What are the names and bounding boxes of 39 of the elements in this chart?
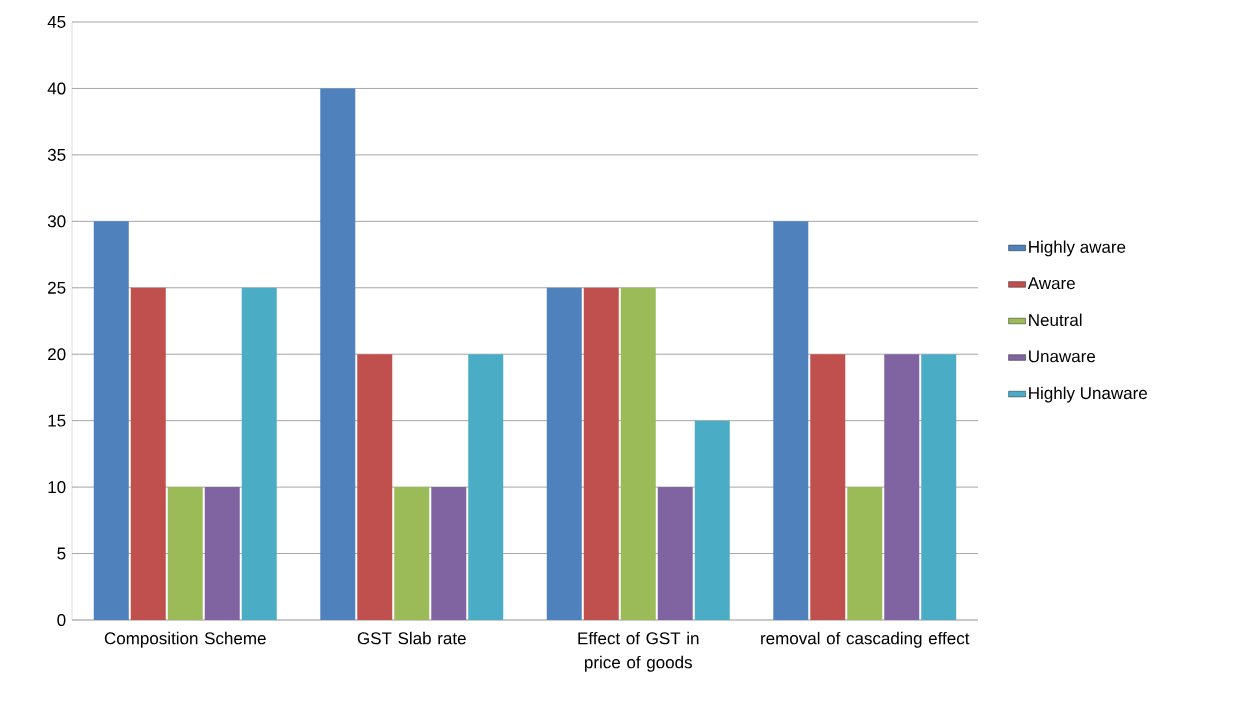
x-tick-label: GST Slab rate (357, 631, 466, 645)
bar (546, 287, 582, 620)
y-tick-label: 10 (48, 481, 66, 494)
y-tick-label: 40 (47, 82, 66, 95)
bar (810, 354, 846, 620)
y-tick-label: 35 (47, 148, 66, 161)
y-tick-label: 20 (48, 348, 66, 361)
x-tick-label: removal of cascading effect (761, 631, 970, 648)
bar (694, 420, 730, 620)
bar (884, 354, 920, 620)
x-tick-label: Effect of GST in price of goods (578, 631, 699, 672)
bar (431, 487, 467, 620)
bar (657, 487, 693, 620)
bar (167, 487, 203, 620)
bar (773, 221, 809, 620)
legend-label: Aware (1027, 277, 1075, 290)
bar (93, 221, 129, 620)
bar (847, 487, 883, 620)
bar (583, 287, 619, 620)
y-tick-label: 5 (57, 547, 66, 560)
y-tick-label: 15 (48, 414, 66, 427)
legend-label: Neutral (1029, 313, 1082, 327)
x-tick-label: Composition Scheme (104, 631, 266, 648)
bar (320, 88, 356, 620)
bar (468, 354, 504, 620)
legend-label: Highly aware (1029, 240, 1126, 257)
y-tick-label: 0 (57, 613, 66, 627)
y-tick-label: 45 (47, 16, 66, 28)
bar (921, 354, 957, 620)
bar (394, 487, 430, 620)
bar (241, 287, 277, 620)
y-tick-label: 25 (48, 281, 66, 294)
y-tick-label: 30 (47, 215, 66, 228)
bar (130, 287, 166, 620)
bar (620, 287, 656, 620)
legend-label: Highly Unaware (1029, 386, 1147, 403)
bar (357, 354, 393, 620)
legend-label: Unaware (1029, 350, 1096, 363)
bar (204, 487, 240, 620)
